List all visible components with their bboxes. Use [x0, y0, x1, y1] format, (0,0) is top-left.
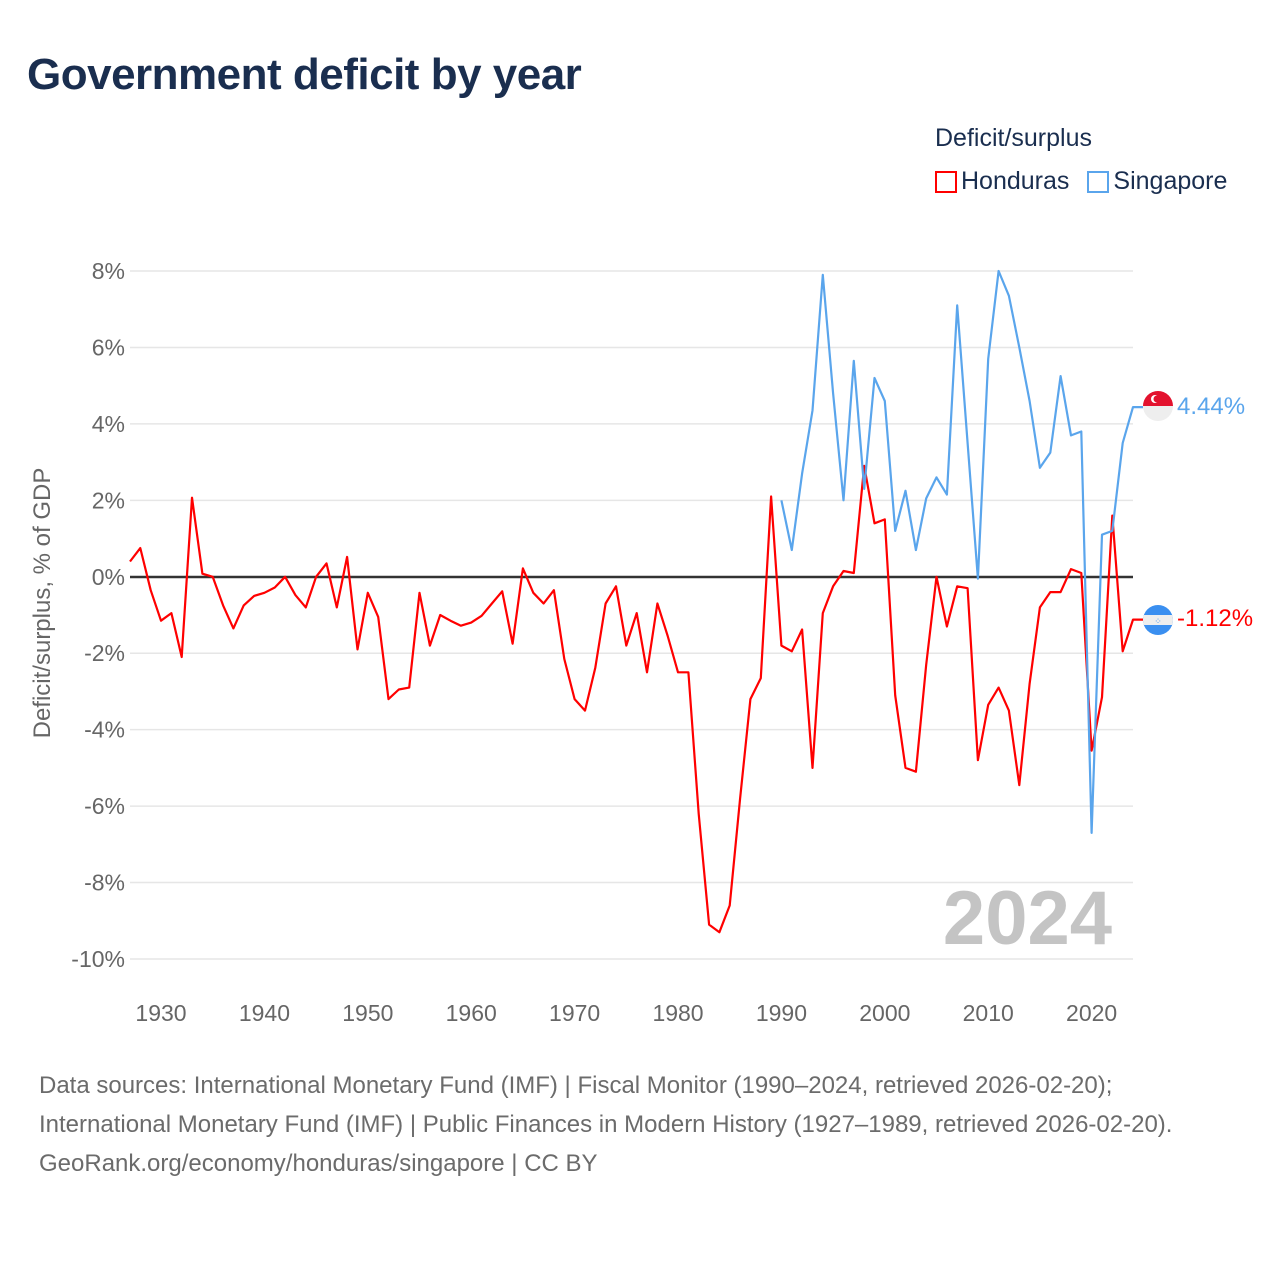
end-label-singapore: 4.44% [1177, 393, 1245, 420]
x-tick-label: 2010 [963, 1000, 1014, 1026]
end-label-honduras: -1.12% [1177, 605, 1253, 632]
legend: Deficit/surplus Honduras Singapore [935, 124, 1227, 196]
footer: Data sources: International Monetary Fun… [39, 1066, 1249, 1183]
y-tick-label: -2% [84, 640, 125, 666]
x-tick-label: 2000 [859, 1000, 910, 1026]
x-tick-label: 1970 [549, 1000, 600, 1026]
y-tick-label: -6% [84, 793, 125, 819]
x-tick-label: 1930 [135, 1000, 186, 1026]
legend-label: Singapore [1113, 167, 1228, 195]
honduras-flag-icon: ⁘ [1143, 605, 1173, 635]
y-axis-label: Deficit/surplus, % of GDP [29, 468, 56, 739]
series-line-honduras[interactable] [129, 464, 1143, 934]
y-tick-label: 2% [92, 487, 125, 513]
x-tick-label: 1990 [756, 1000, 807, 1026]
data-sources: Data sources: International Monetary Fun… [39, 1072, 1173, 1138]
year-watermark: 2024 [943, 876, 1112, 961]
legend-item-honduras[interactable]: Honduras [935, 167, 1069, 196]
x-tick-label: 1980 [652, 1000, 703, 1026]
y-tick-label: -8% [84, 870, 125, 896]
chart-title: Government deficit by year [27, 50, 582, 99]
y-tick-label: 4% [92, 411, 125, 437]
y-tick-label: 8% [92, 258, 125, 284]
x-tick-label: 1950 [342, 1000, 393, 1026]
singapore-flag-icon [1143, 391, 1173, 421]
y-tick-label: -10% [71, 946, 125, 972]
y-tick-label: -4% [84, 717, 125, 743]
legend-label: Honduras [961, 167, 1070, 195]
series-line-singapore[interactable] [780, 269, 1143, 835]
x-tick-label: 2020 [1066, 1000, 1117, 1026]
x-tick-label: 1940 [239, 1000, 290, 1026]
legend-item-singapore[interactable]: Singapore [1087, 167, 1227, 196]
legend-title: Deficit/surplus [935, 124, 1092, 152]
legend-swatch-singapore [1087, 170, 1110, 193]
legend-swatch-honduras [935, 170, 957, 193]
x-tick-label: 1960 [446, 1000, 497, 1026]
y-tick-label: 0% [92, 564, 125, 590]
svg-text:⁘: ⁘ [1154, 616, 1162, 626]
y-tick-label: 6% [92, 334, 125, 360]
credit-link[interactable]: GeoRank.org/economy/honduras/singapore |… [39, 1150, 598, 1177]
